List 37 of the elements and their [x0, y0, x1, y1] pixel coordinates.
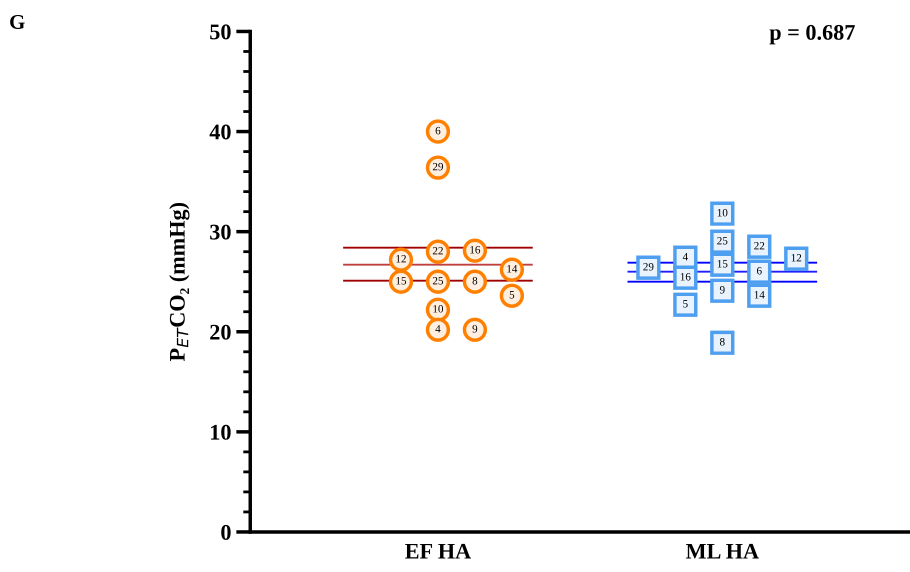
annotation: 22	[754, 242, 764, 250]
y-tick-label: 0	[221, 524, 231, 540]
annotation: 14	[754, 291, 765, 298]
annotation: 25	[717, 236, 728, 244]
annotation: 5	[510, 291, 514, 299]
annotation: 8	[472, 276, 478, 284]
annotation: 15	[718, 260, 728, 268]
annotation: 12	[396, 255, 406, 262]
y-tick-label: 30	[210, 224, 231, 240]
annotation: 25	[432, 277, 444, 284]
y-tick-label: 40	[210, 124, 231, 140]
annotation: 14	[507, 265, 518, 272]
annotation: 10	[433, 305, 444, 313]
annotation: 29	[643, 263, 654, 270]
x-tick-label: ML HA	[686, 544, 759, 558]
annotation: 6	[756, 267, 762, 274]
annotation: 8	[720, 338, 725, 346]
annotation: 15	[396, 277, 406, 284]
annotation: 22	[432, 246, 443, 254]
annotation: 16	[470, 246, 480, 254]
y-tick-label: 50	[210, 24, 231, 40]
annotation: p = 0.687	[770, 24, 855, 44]
annotation: 16	[680, 273, 691, 280]
annotation: 4	[435, 325, 441, 332]
y-tick-label: 20	[210, 324, 231, 340]
annotation: 6	[436, 126, 440, 134]
annotation: 4	[682, 253, 688, 260]
annotation: 5	[683, 300, 688, 308]
y-axis-title: P$_{ET}$CO₂ (mmHg)	[169, 202, 190, 362]
annotation: 9	[720, 286, 725, 294]
annotation: 12	[792, 254, 802, 262]
text: G	[10, 14, 25, 29]
annotation: 9	[472, 325, 478, 333]
annotation: 29	[432, 162, 444, 170]
annotation: 10	[718, 208, 728, 216]
x-tick-label: EF HA	[405, 544, 471, 558]
y-tick-label: 10	[211, 424, 231, 440]
